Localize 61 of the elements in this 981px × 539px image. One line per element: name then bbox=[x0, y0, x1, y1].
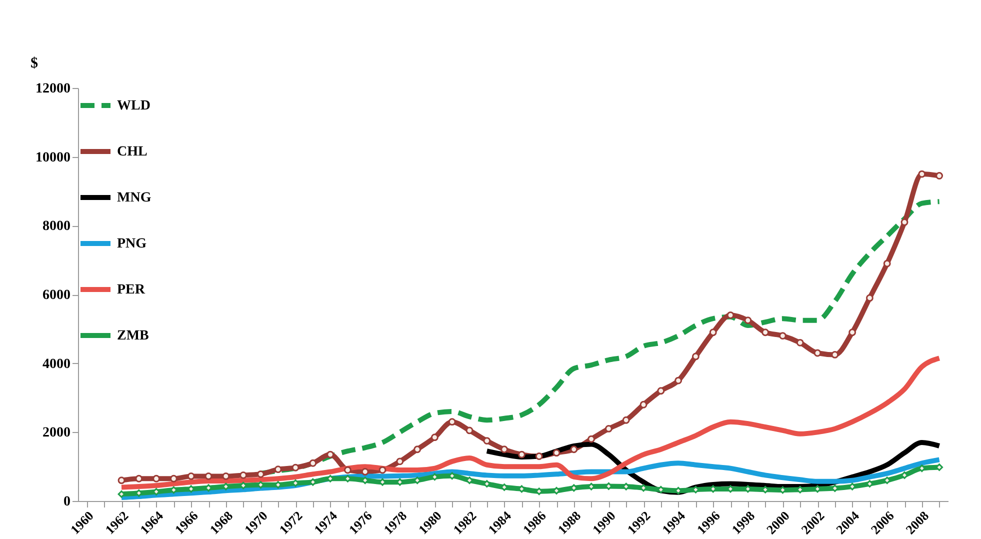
y-tick-label: 12000 bbox=[36, 82, 70, 96]
point bbox=[866, 294, 874, 302]
point bbox=[778, 332, 786, 340]
point bbox=[814, 349, 822, 357]
point bbox=[657, 387, 665, 395]
y-tick-label: 4000 bbox=[42, 356, 70, 372]
point bbox=[170, 474, 178, 482]
point bbox=[256, 470, 264, 478]
point bbox=[674, 376, 682, 384]
point bbox=[588, 435, 596, 443]
point bbox=[900, 218, 908, 226]
point bbox=[848, 328, 856, 336]
point bbox=[344, 466, 352, 474]
point bbox=[222, 472, 230, 480]
legend-label: ZMB bbox=[117, 328, 149, 344]
point bbox=[274, 466, 282, 474]
point bbox=[535, 452, 543, 460]
point bbox=[918, 170, 926, 178]
point bbox=[570, 446, 578, 454]
point bbox=[640, 400, 648, 408]
legend-label: CHL bbox=[117, 144, 148, 160]
point bbox=[204, 472, 212, 480]
point bbox=[762, 328, 770, 336]
legend-label: PER bbox=[117, 282, 146, 298]
point bbox=[744, 316, 752, 324]
point bbox=[709, 328, 717, 336]
legend-label: MNG bbox=[117, 190, 152, 206]
point bbox=[831, 351, 839, 358]
point bbox=[518, 450, 526, 458]
point bbox=[326, 450, 334, 458]
point bbox=[936, 172, 944, 180]
point bbox=[552, 449, 560, 457]
point bbox=[430, 434, 438, 442]
point bbox=[396, 458, 404, 466]
point bbox=[883, 260, 891, 268]
point bbox=[483, 437, 491, 444]
point bbox=[604, 425, 612, 432]
legend-label: PNG bbox=[117, 236, 147, 252]
y-tick-label: 10000 bbox=[36, 150, 70, 166]
point bbox=[135, 474, 143, 482]
point bbox=[187, 472, 195, 480]
point bbox=[500, 446, 508, 454]
point bbox=[466, 426, 474, 434]
point bbox=[692, 352, 700, 360]
point bbox=[118, 476, 126, 484]
y-tick-label: 0 bbox=[64, 494, 70, 510]
y-tick-label: 8000 bbox=[42, 219, 70, 234]
point bbox=[309, 459, 317, 467]
point bbox=[378, 466, 386, 474]
point bbox=[152, 474, 160, 482]
point bbox=[414, 446, 422, 454]
point bbox=[448, 418, 456, 426]
point bbox=[292, 464, 300, 472]
y-tick-label: 2000 bbox=[42, 426, 70, 441]
point bbox=[622, 416, 630, 424]
legend-label: WLD bbox=[117, 98, 150, 114]
point bbox=[726, 311, 734, 319]
y-tick-label: 6000 bbox=[42, 288, 70, 303]
y-axis-title: $ bbox=[30, 56, 38, 72]
point bbox=[361, 468, 369, 476]
point bbox=[796, 338, 804, 346]
